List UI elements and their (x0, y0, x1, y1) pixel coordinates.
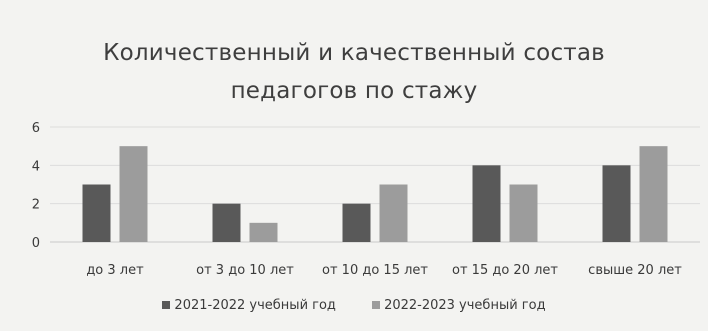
bar-series-2-2 (249, 222, 278, 242)
bar-series-1-2 (212, 203, 241, 242)
bar-series-2-5 (639, 146, 668, 242)
legend-label-series-2: 2022-2023 учебный год (384, 298, 546, 313)
bar-series-2-1 (119, 146, 148, 242)
y-tick-label: 0 (32, 236, 40, 251)
bar-series-2-4 (509, 184, 538, 242)
bar-series-1-1 (82, 184, 111, 242)
bar-series-2-3 (379, 184, 408, 242)
x-tick-label: свыше 20 лет (588, 263, 682, 278)
legend-label-series-1: 2021-2022 учебный год (174, 298, 336, 313)
x-tick-label: до 3 лет (86, 263, 144, 278)
legend-swatch-series-2 (372, 301, 381, 309)
bar-series-1-5 (602, 165, 631, 242)
x-tick-label: от 15 до 20 лет (452, 263, 558, 278)
y-tick-label: 6 (32, 121, 40, 136)
chart-title-line-1: Количественный и качественный состав (103, 40, 605, 66)
legend-item-series-2: 2022-2023 учебный год (372, 298, 546, 313)
bar-series-1-3 (342, 203, 371, 242)
legend-swatch-series-1 (162, 301, 171, 309)
chart-title-line-2: педагогов по стажу (230, 78, 478, 104)
x-tick-label: от 10 до 15 лет (322, 263, 428, 278)
y-tick-label: 2 (32, 198, 40, 213)
chart-title: Количественный и качественный состав пед… (0, 34, 708, 110)
chart-legend: 2021-2022 учебный год 2022-2023 учебный … (0, 298, 708, 313)
y-tick-label: 4 (32, 159, 40, 174)
x-tick-label: от 3 до 10 лет (196, 263, 294, 278)
bar-series-1-4 (472, 165, 501, 242)
legend-item-series-1: 2021-2022 учебный год (162, 298, 336, 313)
